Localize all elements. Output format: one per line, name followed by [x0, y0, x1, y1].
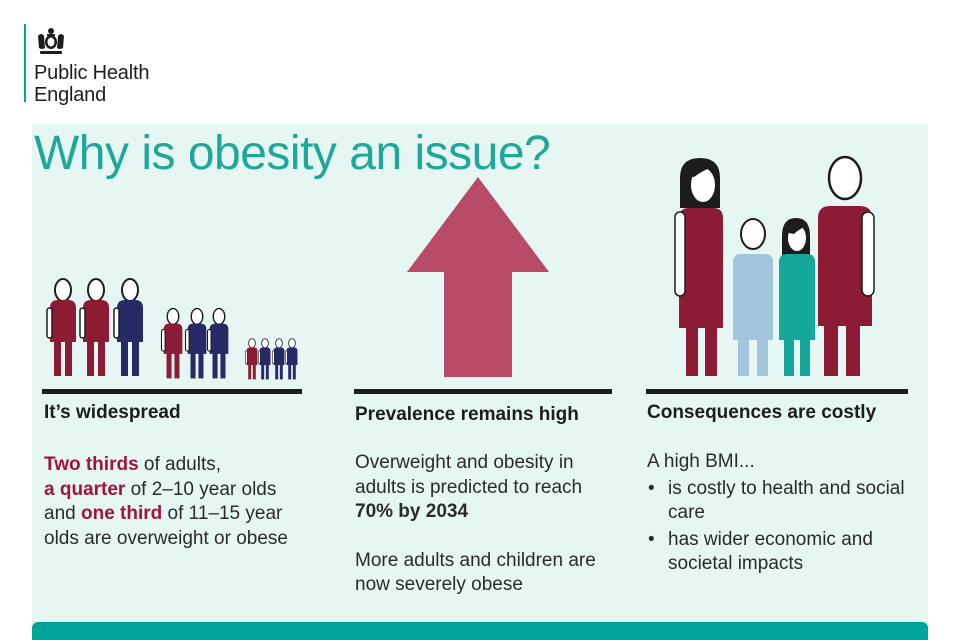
col3-divider: [646, 389, 908, 394]
col3-bullet-item: • is costly to health and social care: [647, 477, 927, 526]
footer-accent-bar: [32, 622, 928, 640]
col2-prediction-value: 70% by 2034: [355, 501, 469, 522]
col1-body: Two thirds of adults, a quarter of 2–10 …: [44, 453, 314, 551]
col1-heading: It’s widespread: [44, 402, 181, 423]
teen-figure-crimson-1: [244, 338, 258, 380]
col2-line4: More adults and children are: [355, 549, 596, 571]
col3-bullet1-line1: is costly to health and social: [668, 477, 905, 499]
organisation-name: Public Health England: [34, 62, 149, 106]
col3-bullet2-line1: has wider economic and: [668, 528, 873, 550]
col1-highlight-one-third: one third: [80, 503, 163, 524]
col1-highlight-a-quarter: a quarter: [44, 478, 126, 500]
col1-line1: Two thirds of adults,: [44, 453, 314, 478]
col2-line1: Overweight and obesity in: [355, 452, 574, 473]
child-figure-crimson-1: [160, 307, 184, 380]
man-figure: [818, 155, 875, 376]
child-figure-navy-2: [206, 307, 230, 380]
col1-text-children: of 2–10 year olds: [125, 478, 277, 500]
royal-crest-icon: [38, 28, 64, 54]
col3-body: A high BMI... • is costly to health and …: [647, 450, 927, 577]
logo-divider-line: [24, 24, 26, 102]
col1-divider: [42, 389, 302, 394]
col1-line2: a quarter of 2–10 year olds: [44, 478, 314, 503]
teen-figure-navy-2: [271, 338, 285, 380]
col3-bullet1-line2: care: [668, 502, 705, 523]
teen-figure-navy-3: [284, 338, 298, 380]
col3-intro: A high BMI...: [647, 451, 755, 472]
teen-figure-navy-1: [257, 338, 271, 380]
col3-heading: Consequences are costly: [647, 402, 877, 423]
col1-line4: olds are overweight or obese: [44, 527, 288, 549]
col1-highlight-two-thirds: Two thirds: [44, 454, 139, 475]
col2-line5: now severely obese: [355, 574, 523, 595]
girl-figure: [779, 218, 815, 376]
adult-figure-navy-1: [113, 278, 144, 377]
logo-line-2: England: [34, 84, 106, 106]
child-figure-navy-1: [184, 307, 208, 380]
bullet-dot-icon: •: [648, 477, 655, 499]
up-arrow-icon: [407, 177, 549, 377]
adult-figure-crimson-2: [79, 278, 110, 377]
col3-bullet-item: • has wider economic and societal impact…: [647, 528, 927, 577]
col2-body: Overweight and obesity in adults is pred…: [355, 451, 625, 598]
page-title: Why is obesity an issue?: [34, 127, 551, 180]
col3-bullet-list: • is costly to health and social care • …: [647, 477, 927, 577]
col1-text-adults: of adults,: [138, 454, 222, 475]
boy-figure: [733, 218, 773, 376]
woman-figure: [674, 158, 723, 376]
col3-bullet2-line2: societal impacts: [668, 553, 804, 574]
bullet-dot-icon: •: [648, 528, 655, 550]
col2-line2: adults is predicted to reach: [355, 476, 583, 498]
logo-line-1: Public Health: [34, 62, 150, 84]
adult-figure-crimson-1: [46, 278, 77, 377]
col2-heading: Prevalence remains high: [355, 404, 579, 425]
col1-line3: and one third of 11–15 year: [44, 502, 314, 527]
col1-text-teens: of 11–15 year: [162, 503, 283, 524]
col1-text-and: and: [44, 503, 81, 524]
col2-divider: [354, 389, 612, 394]
